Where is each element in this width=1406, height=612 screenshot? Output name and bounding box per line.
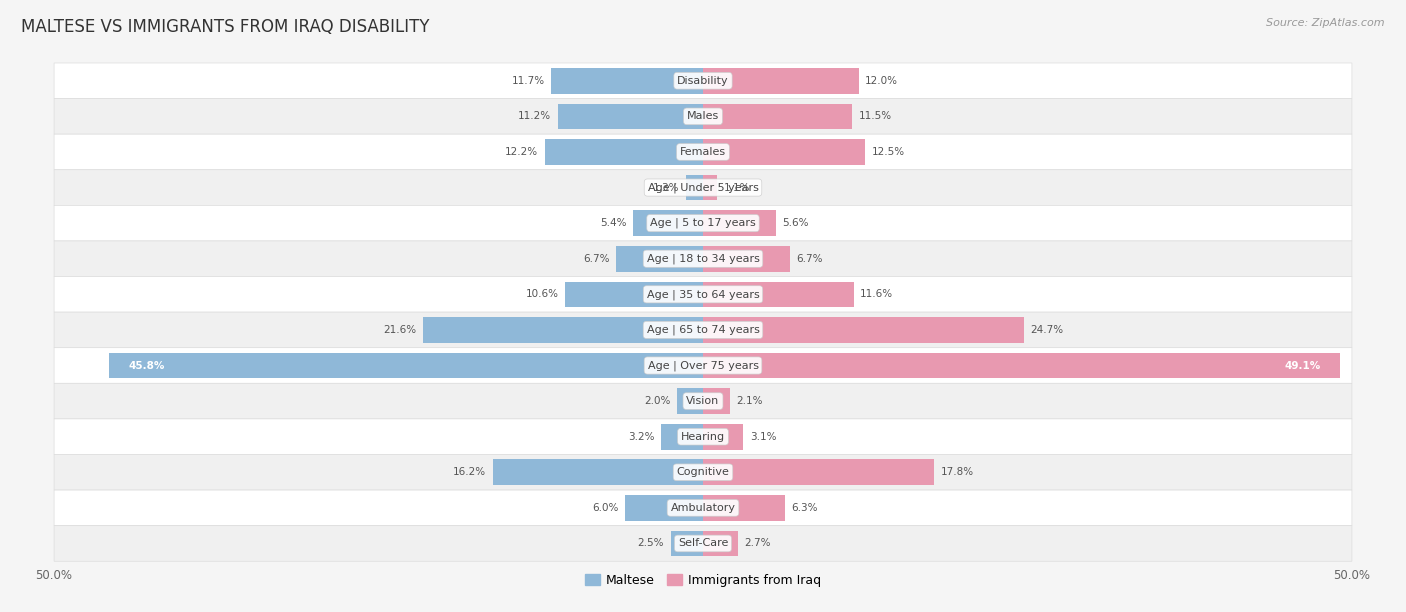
- FancyBboxPatch shape: [53, 241, 1353, 277]
- Text: Self-Care: Self-Care: [678, 539, 728, 548]
- Text: 2.1%: 2.1%: [737, 396, 763, 406]
- Bar: [703, 460, 934, 485]
- Text: 24.7%: 24.7%: [1031, 325, 1063, 335]
- FancyBboxPatch shape: [53, 312, 1353, 348]
- Bar: [671, 531, 703, 556]
- Text: 3.1%: 3.1%: [749, 431, 776, 442]
- FancyBboxPatch shape: [53, 99, 1353, 134]
- Bar: [626, 495, 703, 521]
- Text: 10.6%: 10.6%: [526, 289, 560, 299]
- Text: Cognitive: Cognitive: [676, 468, 730, 477]
- Text: 5.4%: 5.4%: [600, 218, 627, 228]
- FancyBboxPatch shape: [53, 170, 1353, 206]
- Text: Males: Males: [688, 111, 718, 121]
- FancyBboxPatch shape: [53, 490, 1353, 526]
- Text: 45.8%: 45.8%: [128, 360, 165, 370]
- Bar: [703, 246, 790, 272]
- Text: Females: Females: [681, 147, 725, 157]
- Bar: [686, 175, 703, 200]
- Bar: [703, 388, 730, 414]
- Text: 2.7%: 2.7%: [745, 539, 770, 548]
- Text: 3.2%: 3.2%: [628, 431, 655, 442]
- Text: Source: ZipAtlas.com: Source: ZipAtlas.com: [1267, 18, 1385, 28]
- Text: 6.3%: 6.3%: [792, 503, 818, 513]
- Text: 12.2%: 12.2%: [505, 147, 538, 157]
- Bar: [565, 282, 703, 307]
- Text: 16.2%: 16.2%: [453, 468, 486, 477]
- Bar: [703, 68, 859, 94]
- FancyBboxPatch shape: [53, 348, 1353, 383]
- Bar: [703, 139, 865, 165]
- Legend: Maltese, Immigrants from Iraq: Maltese, Immigrants from Iraq: [579, 569, 827, 592]
- Bar: [633, 211, 703, 236]
- Bar: [678, 388, 703, 414]
- Text: Age | 5 to 17 years: Age | 5 to 17 years: [650, 218, 756, 228]
- Text: 1.3%: 1.3%: [654, 182, 679, 193]
- Bar: [703, 353, 1340, 378]
- Bar: [703, 317, 1024, 343]
- Text: Vision: Vision: [686, 396, 720, 406]
- Text: 21.6%: 21.6%: [382, 325, 416, 335]
- FancyBboxPatch shape: [53, 277, 1353, 312]
- Bar: [703, 282, 853, 307]
- Bar: [558, 103, 703, 129]
- Text: 1.1%: 1.1%: [724, 182, 751, 193]
- Text: 5.6%: 5.6%: [782, 218, 808, 228]
- Text: 6.0%: 6.0%: [592, 503, 619, 513]
- Bar: [703, 531, 738, 556]
- Text: Age | Under 5 years: Age | Under 5 years: [648, 182, 758, 193]
- FancyBboxPatch shape: [53, 206, 1353, 241]
- Bar: [544, 139, 703, 165]
- Text: Age | Over 75 years: Age | Over 75 years: [648, 360, 758, 371]
- Bar: [703, 175, 717, 200]
- Text: 2.0%: 2.0%: [644, 396, 671, 406]
- Text: 6.7%: 6.7%: [796, 254, 823, 264]
- Bar: [703, 211, 776, 236]
- Bar: [551, 68, 703, 94]
- Bar: [703, 103, 852, 129]
- Text: 12.5%: 12.5%: [872, 147, 905, 157]
- Text: 12.0%: 12.0%: [865, 76, 898, 86]
- Text: 49.1%: 49.1%: [1285, 360, 1320, 370]
- Text: 2.5%: 2.5%: [637, 539, 664, 548]
- Text: Age | 35 to 64 years: Age | 35 to 64 years: [647, 289, 759, 300]
- FancyBboxPatch shape: [53, 63, 1353, 99]
- Bar: [423, 317, 703, 343]
- Text: Hearing: Hearing: [681, 431, 725, 442]
- FancyBboxPatch shape: [53, 526, 1353, 561]
- Text: 17.8%: 17.8%: [941, 468, 973, 477]
- FancyBboxPatch shape: [53, 383, 1353, 419]
- Text: 6.7%: 6.7%: [583, 254, 610, 264]
- Text: 11.2%: 11.2%: [517, 111, 551, 121]
- Bar: [703, 424, 744, 449]
- Text: Age | 65 to 74 years: Age | 65 to 74 years: [647, 324, 759, 335]
- Bar: [492, 460, 703, 485]
- Bar: [661, 424, 703, 449]
- Bar: [108, 353, 703, 378]
- Text: 11.6%: 11.6%: [860, 289, 893, 299]
- FancyBboxPatch shape: [53, 419, 1353, 455]
- Text: Age | 18 to 34 years: Age | 18 to 34 years: [647, 253, 759, 264]
- Bar: [703, 495, 785, 521]
- Text: 11.5%: 11.5%: [859, 111, 891, 121]
- FancyBboxPatch shape: [53, 134, 1353, 170]
- Bar: [616, 246, 703, 272]
- Text: Disability: Disability: [678, 76, 728, 86]
- FancyBboxPatch shape: [53, 455, 1353, 490]
- Text: Ambulatory: Ambulatory: [671, 503, 735, 513]
- Text: 11.7%: 11.7%: [512, 76, 544, 86]
- Text: MALTESE VS IMMIGRANTS FROM IRAQ DISABILITY: MALTESE VS IMMIGRANTS FROM IRAQ DISABILI…: [21, 18, 430, 36]
